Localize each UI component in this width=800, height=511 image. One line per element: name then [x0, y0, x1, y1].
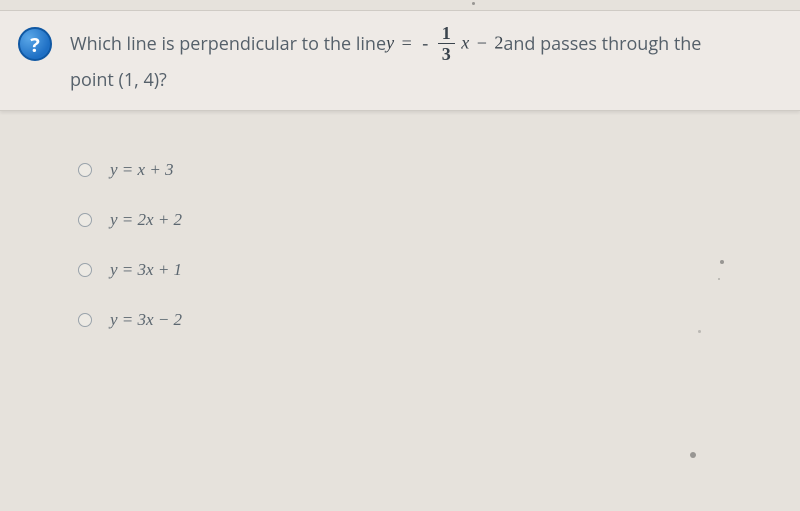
eq-const: 2	[494, 33, 503, 53]
answer-option[interactable]: y = 3x + 1	[78, 260, 182, 280]
answer-list: y = x + 3 y = 2x + 2 y = 3x + 1 y = 3x −…	[78, 160, 182, 330]
question-pre: Which line is perpendicular to the line	[70, 28, 386, 60]
answer-option[interactable]: y = 3x − 2	[78, 310, 182, 330]
eq-neg: -	[419, 33, 431, 53]
eq-frac-num: 1	[438, 24, 455, 44]
speck	[718, 278, 720, 280]
eq-var: x	[461, 33, 469, 53]
help-icon: ?	[18, 27, 52, 61]
answer-text: y = 3x − 2	[110, 310, 182, 330]
speck	[472, 2, 475, 5]
radio-icon[interactable]	[78, 163, 92, 177]
answer-text: y = x + 3	[110, 160, 174, 180]
eq-minus: −	[474, 33, 490, 53]
answer-text: y = 3x + 1	[110, 260, 182, 280]
question-line2: point (1, 4)?	[70, 64, 701, 96]
radio-icon[interactable]	[78, 213, 92, 227]
speck	[698, 330, 701, 333]
question-text: Which line is perpendicular to the line …	[70, 25, 701, 96]
answer-text: y = 2x + 2	[110, 210, 182, 230]
equation: y = - 1 3 x − 2	[386, 25, 503, 64]
eq-equals: =	[399, 33, 415, 53]
answer-option[interactable]: y = x + 3	[78, 160, 182, 180]
speck	[720, 260, 724, 264]
radio-icon[interactable]	[78, 313, 92, 327]
question-card: ? Which line is perpendicular to the lin…	[0, 10, 800, 111]
speck	[690, 452, 696, 458]
question-post: and passes through the	[503, 28, 701, 60]
eq-lhs: y	[386, 33, 394, 53]
eq-frac-den: 3	[438, 44, 455, 63]
answer-option[interactable]: y = 2x + 2	[78, 210, 182, 230]
eq-fraction: 1 3	[438, 24, 455, 63]
radio-icon[interactable]	[78, 263, 92, 277]
